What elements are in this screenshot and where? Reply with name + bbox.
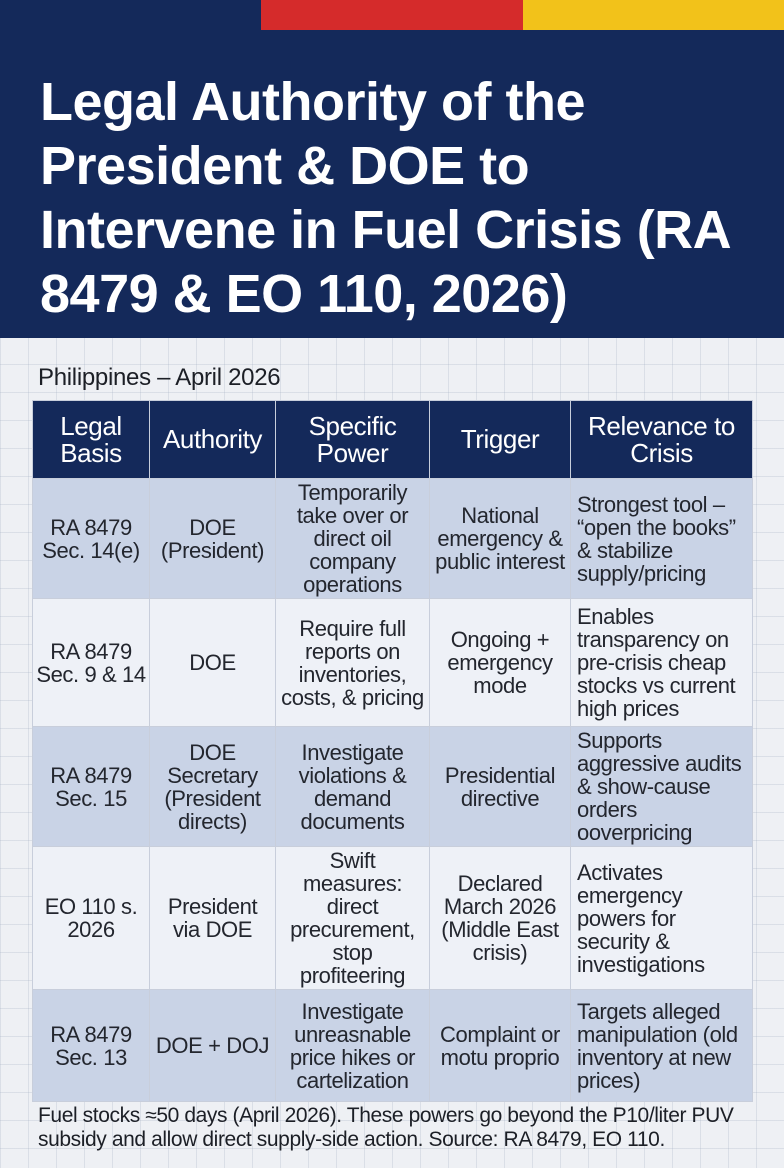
cell-trigger: Declared March 2026 (Middle East crisis) (429, 846, 571, 990)
header-legal-basis: Legal Basis (32, 400, 150, 479)
cell-power: Require full reports on inventories, cos… (275, 598, 430, 727)
header-trigger: Trigger (429, 400, 571, 479)
cell-legal-basis: RA 8479 Sec. 13 (32, 989, 150, 1102)
cell-relevance: Strongest tool – “open the books” & stab… (570, 478, 753, 599)
cell-power: Temporarily take over or direct oil comp… (275, 478, 430, 599)
header-banner: Legal Authority of the President & DOE t… (0, 30, 784, 338)
page-title: Legal Authority of the President & DOE t… (40, 72, 730, 324)
table-header-row: Legal Basis Authority Specific Power Tri… (32, 400, 753, 479)
cell-power: Investigate violations & demand document… (275, 726, 430, 847)
footer-note: Fuel stocks ≈50 days (April 2026). These… (38, 1104, 734, 1151)
cell-relevance: Enables transparency on pre-crisis cheap… (570, 598, 753, 727)
page-subtitle: Philippines – April 2026 (38, 364, 281, 391)
header-relevance: Relevance to Crisis (570, 400, 753, 479)
cell-legal-basis: RA 8479 Sec. 14(e) (32, 478, 150, 599)
cell-trigger: Ongoing + emergency mode (429, 598, 571, 727)
table-row: EO 110 s. 2026 President via DOE Swift m… (32, 846, 753, 990)
cell-trigger: Complaint or motu proprio (429, 989, 571, 1102)
header-specific-power: Specific Power (275, 400, 430, 479)
cell-authority: DOE + DOJ (149, 989, 276, 1102)
cell-legal-basis: EO 110 s. 2026 (32, 846, 150, 990)
cell-power: Swift measures: direct precurement, stop… (275, 846, 430, 990)
table-row: RA 8479 Sec. 15 DOE Secretary (President… (32, 726, 753, 847)
cell-trigger: Presidential directive (429, 726, 571, 847)
cell-authority: DOE (149, 598, 276, 727)
cell-relevance: Activates emergency powers for security … (570, 846, 753, 990)
cell-power: Investigate unreasnable price hikes or c… (275, 989, 430, 1102)
stripe-yellow (523, 0, 784, 30)
table-row: RA 8479 Sec. 14(e) DOE (President) Tempo… (32, 478, 753, 599)
cell-legal-basis: RA 8479 Sec. 9 & 14 (32, 598, 150, 727)
stripe-blue (0, 0, 261, 30)
cell-authority: President via DOE (149, 846, 276, 990)
cell-legal-basis: RA 8479 Sec. 15 (32, 726, 150, 847)
authority-table: Legal Basis Authority Specific Power Tri… (32, 400, 753, 1102)
flag-stripe (0, 0, 784, 30)
cell-relevance: Supports aggressive audits & show-cause … (570, 726, 753, 847)
cell-relevance: Targets alleged manipulation (old invent… (570, 989, 753, 1102)
table-row: RA 8479 Sec. 9 & 14 DOE Require full rep… (32, 598, 753, 727)
table-row: RA 8479 Sec. 13 DOE + DOJ Investigate un… (32, 989, 753, 1102)
cell-authority: DOE (President) (149, 478, 276, 599)
stripe-red (261, 0, 523, 30)
cell-trigger: National emergency & public interest (429, 478, 571, 599)
cell-authority: DOE Secretary (President directs) (149, 726, 276, 847)
header-authority: Authority (149, 400, 276, 479)
